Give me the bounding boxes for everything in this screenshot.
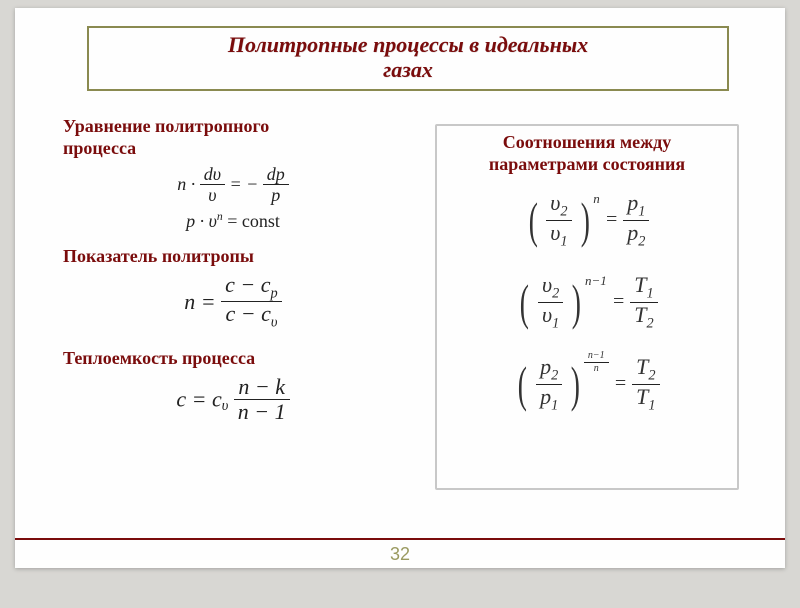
title-box: Политропные процессы в идеальных газах xyxy=(87,26,729,91)
r1-lnum: υ xyxy=(550,190,560,215)
equation-3: n = c − cp c − cυ xyxy=(63,274,403,330)
relation-3: ( p2 p1 ) n−1 n = T2 T1 xyxy=(437,355,737,413)
heading-index: Показатель политропы xyxy=(63,246,403,268)
footer-bar: 32 xyxy=(15,538,785,568)
r2-lden: υ xyxy=(542,302,552,327)
heading-heat-capacity: Теплоемкость процесса xyxy=(63,348,403,370)
eq3-num-sub: p xyxy=(271,285,278,301)
r1-lnum-sub: 2 xyxy=(560,203,567,219)
r1-lden-sub: 1 xyxy=(560,233,567,249)
title-line-2: газах xyxy=(95,57,721,82)
eq4-num: n − k xyxy=(234,376,290,400)
heading-equation-l2: процесса xyxy=(63,138,136,158)
eq4-lhs-pre: c = c xyxy=(176,386,221,411)
r3-rnum: T xyxy=(636,354,648,379)
r2-rden: T xyxy=(634,302,646,327)
r3-eq: = xyxy=(614,373,633,395)
r2-eq: = xyxy=(612,291,631,313)
r3-exp-num: n−1 xyxy=(584,351,609,363)
eq3-den: c − c xyxy=(225,301,270,326)
eq2-after: = const xyxy=(223,211,280,231)
left-column: Уравнение политропного процесса n · dυ υ… xyxy=(63,116,403,423)
r2-rnum-sub: 1 xyxy=(646,285,653,301)
eq3-den-sub: υ xyxy=(271,315,278,331)
eq4-den: n − 1 xyxy=(234,400,290,423)
r2-rnum: T xyxy=(634,272,646,297)
r1-rden-sub: 2 xyxy=(638,233,645,249)
r1-eq: = xyxy=(605,209,624,231)
equation-4: c = cυ n − k n − 1 xyxy=(63,376,403,423)
eq3-lhs: n = xyxy=(184,289,221,314)
relations-h-l1: Соотношения между xyxy=(503,132,672,152)
r3-exp-den: n xyxy=(584,363,609,374)
r3-rden-sub: 1 xyxy=(648,397,655,413)
eq2-before: p · υ xyxy=(186,211,217,231)
r1-exp: n xyxy=(593,191,600,206)
r3-rnum-sub: 2 xyxy=(648,367,655,383)
eq1-lhs-pre: n · xyxy=(177,174,200,194)
r1-lden: υ xyxy=(550,220,560,245)
r3-lnum: p xyxy=(540,354,551,379)
r2-rden-sub: 2 xyxy=(646,315,653,331)
relations-box: Соотношения между параметрами состояния … xyxy=(435,124,739,490)
equation-1: n · dυ υ = − dp p xyxy=(63,165,403,204)
eq1-mid: = − xyxy=(229,174,262,194)
r3-rden: T xyxy=(636,384,648,409)
r2-lden-sub: 1 xyxy=(552,315,559,331)
eq3-num: c − c xyxy=(225,272,270,297)
r1-rnum-sub: 1 xyxy=(638,203,645,219)
title-line-1: Политропные процессы в идеальных xyxy=(95,32,721,57)
r2-lnum: υ xyxy=(542,272,552,297)
r3-lden: p xyxy=(540,384,551,409)
heading-equation: Уравнение политропного процесса xyxy=(63,116,403,159)
eq1-num: dυ xyxy=(200,165,225,185)
page-number: 32 xyxy=(390,544,410,564)
r3-lnum-sub: 2 xyxy=(551,367,558,383)
relations-heading: Соотношения между параметрами состояния xyxy=(437,126,737,175)
heading-equation-l1: Уравнение политропного xyxy=(63,116,269,136)
r3-lden-sub: 1 xyxy=(551,397,558,413)
r2-exp: n−1 xyxy=(585,273,607,288)
r1-rden: p xyxy=(627,220,638,245)
relation-2: ( υ2 υ1 )n−1 = T1 T2 xyxy=(437,273,737,331)
equation-2: p · υn = const xyxy=(63,210,403,232)
relation-1: ( υ2 υ1 )n = p1 p2 xyxy=(437,191,737,249)
r2-lnum-sub: 2 xyxy=(552,285,559,301)
relations-h-l2: параметрами состояния xyxy=(489,154,685,174)
slide: Политропные процессы в идеальных газах У… xyxy=(15,8,785,568)
eq1-rden: p xyxy=(263,185,289,204)
r1-rnum: p xyxy=(627,190,638,215)
eq1-rnum: dp xyxy=(263,165,289,185)
eq1-den: υ xyxy=(200,185,225,204)
